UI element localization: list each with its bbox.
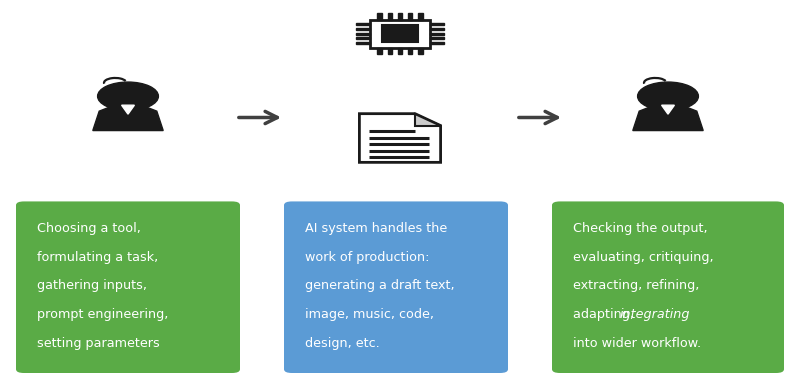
Bar	[430, 28, 443, 30]
Text: work of production:: work of production:	[305, 251, 430, 264]
Text: Checking the output,: Checking the output,	[573, 222, 707, 235]
Text: AI system handles the: AI system handles the	[305, 222, 447, 235]
FancyBboxPatch shape	[16, 201, 240, 373]
Text: gathering inputs,: gathering inputs,	[37, 279, 147, 292]
Bar	[357, 32, 370, 35]
Text: design, etc.: design, etc.	[305, 337, 379, 350]
Bar	[430, 32, 443, 35]
Bar	[378, 47, 382, 54]
FancyBboxPatch shape	[284, 201, 508, 373]
Bar	[430, 37, 443, 39]
Bar	[398, 47, 402, 54]
Text: integrating: integrating	[619, 308, 690, 321]
Text: prompt engineering,: prompt engineering,	[37, 308, 168, 321]
Text: formulating a task,: formulating a task,	[37, 251, 158, 264]
Bar	[430, 23, 443, 25]
Bar	[418, 47, 422, 54]
Polygon shape	[415, 114, 441, 126]
Bar	[418, 13, 422, 20]
Bar	[357, 42, 370, 44]
Polygon shape	[662, 105, 674, 114]
Bar	[378, 13, 382, 20]
FancyBboxPatch shape	[370, 20, 430, 47]
Bar	[357, 28, 370, 30]
Text: image, music, code,: image, music, code,	[305, 308, 434, 321]
Polygon shape	[633, 105, 703, 131]
Text: evaluating, critiquing,: evaluating, critiquing,	[573, 251, 714, 264]
Text: adapting,: adapting,	[573, 308, 638, 321]
Circle shape	[98, 82, 158, 110]
Text: Choosing a tool,: Choosing a tool,	[37, 222, 141, 235]
Text: generating a draft text,: generating a draft text,	[305, 279, 454, 292]
Bar	[408, 13, 412, 20]
FancyBboxPatch shape	[552, 201, 784, 373]
Bar	[398, 13, 402, 20]
Bar	[408, 47, 412, 54]
FancyBboxPatch shape	[382, 25, 418, 42]
Text: setting parameters: setting parameters	[37, 337, 159, 350]
Polygon shape	[93, 105, 163, 131]
Text: extracting, refining,: extracting, refining,	[573, 279, 699, 292]
Polygon shape	[359, 114, 441, 162]
Bar	[430, 42, 443, 44]
Text: into wider workflow.: into wider workflow.	[573, 337, 701, 350]
Bar	[357, 23, 370, 25]
Bar	[388, 13, 392, 20]
Polygon shape	[122, 105, 134, 114]
Circle shape	[638, 82, 698, 110]
Bar	[357, 37, 370, 39]
Bar	[388, 47, 392, 54]
